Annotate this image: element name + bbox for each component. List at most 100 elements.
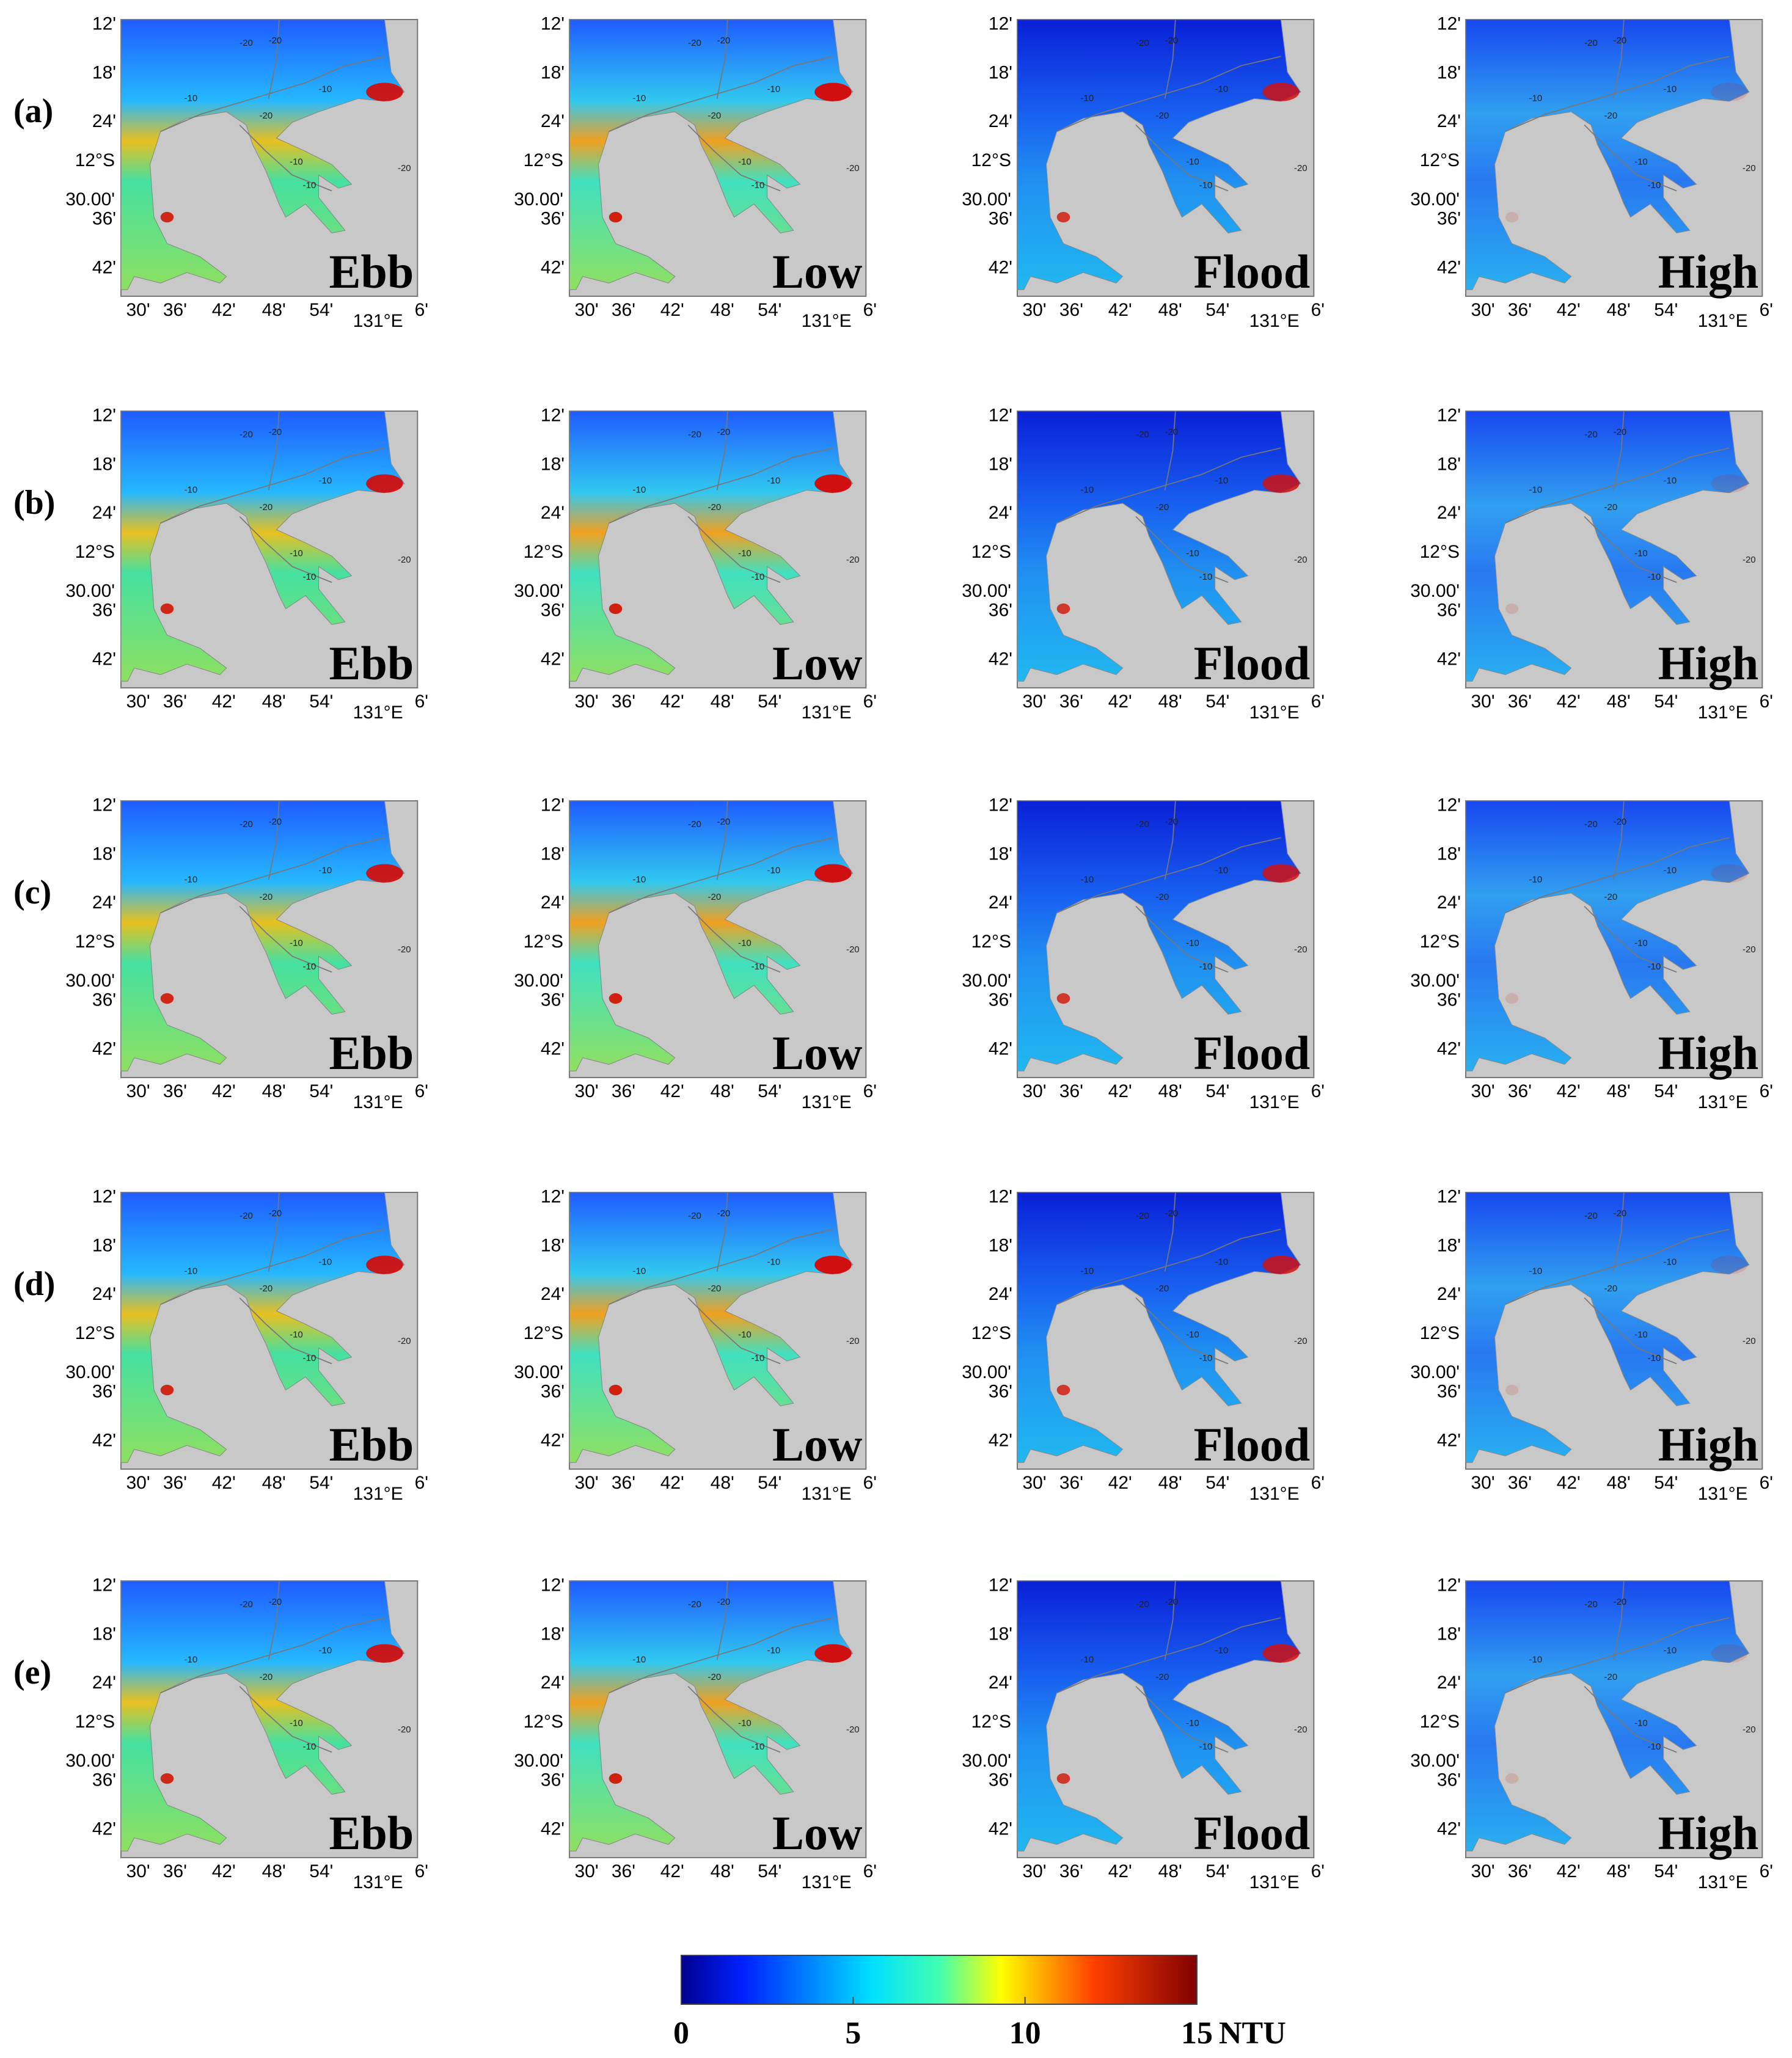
lat-tick-label: 42' xyxy=(1437,649,1461,670)
lon-tick-label: 6' xyxy=(415,1861,428,1881)
lat-tick-label: 42' xyxy=(92,649,116,670)
row-label: (a) xyxy=(13,92,53,130)
contour-label: -10 xyxy=(1648,180,1661,191)
turbid-patch xyxy=(1056,993,1070,1004)
lat-tick-label: 24' xyxy=(541,1284,565,1304)
lon-degree-label: 131°E xyxy=(353,311,403,331)
lat-tick-label: 18' xyxy=(989,454,1012,474)
colorbar-tick-label: 10 xyxy=(1009,2016,1041,2051)
lat-degree-label: 12°S xyxy=(524,1712,563,1732)
phase-label: Ebb xyxy=(329,1026,414,1079)
contour-label: -20 xyxy=(1604,111,1617,121)
lat-tick-label: 36' xyxy=(541,1770,565,1790)
lon-degree-label: 131°E xyxy=(353,702,403,723)
contour-label: -10 xyxy=(1529,875,1543,885)
phase-label: Ebb xyxy=(329,637,414,690)
lat-tick-label: 36' xyxy=(989,990,1012,1010)
lat-tick-label: 24' xyxy=(1437,1284,1461,1304)
contour-label: -20 xyxy=(1165,35,1179,46)
contour-label: -10 xyxy=(303,961,316,972)
contour-label: -20 xyxy=(1294,555,1307,565)
turbid-patch xyxy=(1505,1384,1519,1396)
phase-label: Ebb xyxy=(329,245,414,298)
contour-label: -20 xyxy=(1743,555,1756,565)
lon-tick-label: 54' xyxy=(1205,1473,1229,1493)
contour-label: -20 xyxy=(717,1597,731,1607)
contour-label: -10 xyxy=(633,875,646,885)
lat-tick-label: 18' xyxy=(1437,844,1461,864)
contour-label: -20 xyxy=(1584,1599,1598,1610)
lon-tick-label: 48' xyxy=(1607,691,1631,712)
lat-tick-label: 12' xyxy=(1437,1186,1461,1206)
lon-degree-label: 131°E xyxy=(802,702,852,723)
lat-tick-label: 30.00' xyxy=(1410,1362,1460,1382)
contour-label: -10 xyxy=(1215,1646,1229,1656)
turbid-patch xyxy=(1505,603,1519,615)
lon-tick-label: 42' xyxy=(1108,1081,1132,1101)
sea-area xyxy=(120,18,405,291)
lat-tick-label: 30.00' xyxy=(65,971,115,991)
lon-tick-label: 36' xyxy=(612,691,635,712)
lon-tick-label: 6' xyxy=(1760,1861,1773,1881)
lat-degree-label: 12°S xyxy=(75,1712,115,1732)
lat-tick-label: 36' xyxy=(989,1382,1012,1402)
lat-tick-label: 30.00' xyxy=(1410,581,1460,601)
lat-tick-label: 36' xyxy=(989,600,1012,621)
sea-area xyxy=(1465,18,1750,291)
contour-label: -20 xyxy=(1604,892,1617,902)
lon-tick-label: 36' xyxy=(163,1081,187,1101)
lat-tick-label: 18' xyxy=(1437,454,1461,474)
lon-tick-label: 54' xyxy=(758,300,781,320)
contour-label: -10 xyxy=(752,961,765,972)
contour xyxy=(1135,124,1229,192)
contour-label: -10 xyxy=(767,866,781,876)
lon-tick-label: 36' xyxy=(612,1081,635,1101)
contour-label: -20 xyxy=(1604,1283,1617,1294)
sea-area xyxy=(568,410,854,682)
lon-tick-label: 6' xyxy=(1311,1861,1325,1881)
contour xyxy=(1056,1228,1281,1305)
lon-degree-label: 131°E xyxy=(802,1092,852,1112)
contour xyxy=(1612,800,1625,880)
lat-tick-label: 12' xyxy=(92,1186,116,1206)
lat-tick-label: 42' xyxy=(989,1039,1012,1059)
lat-tick-label: 24' xyxy=(92,503,116,523)
contour xyxy=(609,447,833,524)
lon-degree-label: 131°E xyxy=(353,1484,403,1504)
contour-label: -20 xyxy=(846,1724,860,1735)
contour xyxy=(1164,1192,1176,1272)
contour-label: -10 xyxy=(1186,156,1199,167)
lat-tick-label: 30.00' xyxy=(65,1751,115,1771)
turbid-plume xyxy=(1262,864,1300,883)
lat-tick-label: 12' xyxy=(92,795,116,815)
lat-tick-label: 30.00' xyxy=(514,581,563,601)
contour xyxy=(1135,1297,1229,1365)
contour-label: -10 xyxy=(752,572,765,582)
lon-tick-label: 36' xyxy=(612,300,635,320)
contour-label: -20 xyxy=(398,1336,411,1346)
lat-tick-label: 24' xyxy=(1437,111,1461,131)
sea-area xyxy=(120,1580,405,1852)
contour xyxy=(687,1685,781,1753)
sea-area xyxy=(1465,410,1750,682)
lon-tick-label: 30' xyxy=(1022,1081,1046,1101)
lat-tick-label: 36' xyxy=(541,990,565,1010)
contour xyxy=(609,837,833,914)
colorbar-tick-label: 5 xyxy=(845,2016,861,2051)
contour xyxy=(268,19,280,99)
lat-tick-label: 36' xyxy=(989,209,1012,229)
map-panel: -20 -20 -10 -10 -20 -10 -20 -10 12' 18' 24' 12°S 30.… xyxy=(65,405,428,722)
lon-degree-label: 131°E xyxy=(1249,1484,1300,1504)
phase-label: Flood xyxy=(1194,245,1311,298)
contour-label: -20 xyxy=(717,1208,731,1219)
lat-tick-label: 18' xyxy=(989,62,1012,82)
lat-tick-label: 12' xyxy=(989,1186,1012,1206)
contour-label: -20 xyxy=(688,38,701,48)
phase-label: High xyxy=(1658,245,1759,298)
contour-label: -20 xyxy=(1743,1724,1756,1735)
lat-degree-label: 12°S xyxy=(1420,1323,1460,1343)
contour-label: -10 xyxy=(1215,84,1229,95)
lon-tick-label: 42' xyxy=(660,1861,684,1881)
contour xyxy=(1584,1297,1677,1365)
turbid-plume xyxy=(366,864,403,883)
